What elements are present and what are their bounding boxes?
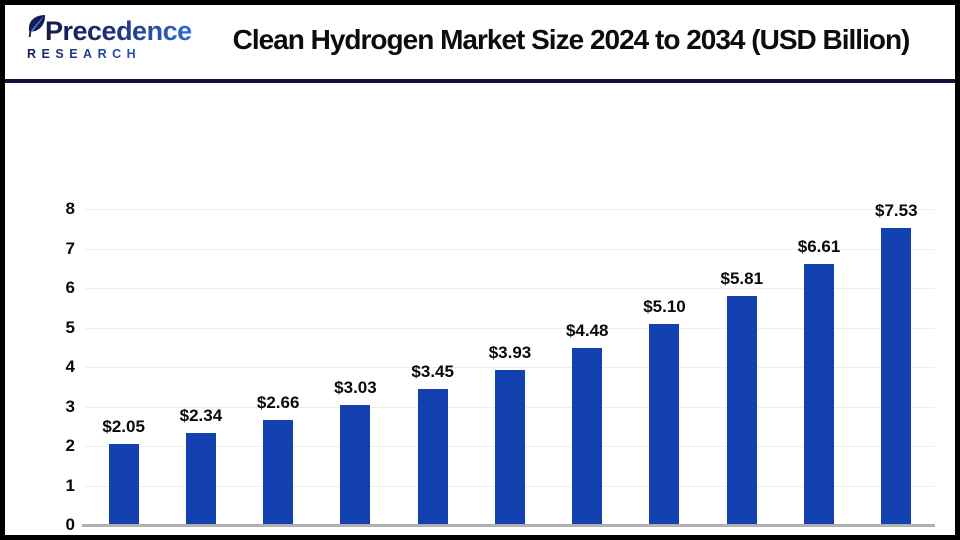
y-tick-label: 1 (65, 475, 75, 495)
bar-value-label: $2.34 (179, 405, 223, 425)
bar-column: $5.81 (703, 209, 780, 525)
bar-column: $3.45 (394, 209, 471, 525)
y-tick-label: 8 (65, 199, 75, 218)
y-tick-label: 4 (65, 357, 75, 376)
logo-wordmark: Precedence (45, 16, 192, 47)
gridline (85, 248, 935, 250)
precedence-research-logo: Precedence RESEARCH (26, 15, 194, 61)
bar-2033 (804, 263, 835, 525)
chart-area: 0 1 2 3 4 5 6 7 8 $2.05 $2.34 $2.66 $3.03 $3.45 $3.93… (0, 83, 960, 540)
bar-value-label: $2.05 (102, 417, 145, 437)
bar-2028 (417, 388, 448, 525)
bar-value-label: $3.45 (411, 361, 454, 381)
bar-2025 (185, 432, 216, 525)
bar-column: $2.34 (162, 209, 239, 525)
gridline (85, 288, 935, 289)
y-tick-label: 0 (65, 515, 75, 534)
bar-column: $2.66 (240, 209, 317, 525)
bar-2029 (494, 369, 525, 525)
bar-value-label: $2.66 (256, 392, 300, 412)
logo-subtitle: RESEARCH (27, 48, 194, 61)
bar-value-label: $5.10 (643, 296, 686, 316)
chart-title: Clean Hydrogen Market Size 2024 to 2034 … (232, 23, 911, 55)
y-tick-label: 3 (65, 396, 75, 416)
bars: $2.05 $2.34 $2.66 $3.03 $3.45 $3.93 $4.48 $5.10… (85, 201, 935, 525)
gridline (85, 209, 935, 210)
bar-value-label: $5.81 (720, 268, 764, 288)
bar-column: $6.61 (780, 209, 857, 525)
bar-value-label: $4.48 (565, 321, 609, 341)
bar-value-label: $7.53 (875, 200, 918, 220)
bar-column: $5.10 (626, 209, 703, 525)
bar-2032 (726, 295, 757, 525)
bar-2034 (881, 227, 912, 525)
bar-value-label: $6.61 (797, 236, 841, 256)
y-tick-label: 7 (65, 238, 75, 258)
bar-2026 (263, 419, 294, 525)
x-axis-line (82, 524, 935, 527)
y-axis-labels: 0 1 2 3 4 5 6 7 8 (30, 199, 75, 534)
header: Precedence RESEARCH Clean Hydrogen Marke… (0, 0, 960, 79)
plot-area: $2.05 $2.34 $2.66 $3.03 $3.45 $3.93 $4.48 $5.10… (82, 201, 935, 527)
header-divider (0, 79, 960, 83)
bar-column: $7.53 (858, 201, 935, 525)
bar-value-label: $3.03 (334, 378, 377, 398)
leaf-icon (28, 15, 46, 38)
gridline (85, 367, 935, 368)
bar-2031 (649, 323, 680, 525)
y-tick-label: 5 (65, 317, 75, 337)
bar-2027 (340, 405, 371, 525)
bar-2030 (572, 348, 603, 525)
bar-2024 (108, 444, 139, 525)
gridline (85, 327, 935, 329)
bar-column: $3.93 (471, 209, 548, 525)
bar-column: $2.05 (85, 209, 162, 525)
bar-value-label: $3.93 (488, 342, 532, 362)
logo-top-row: Precedence (26, 15, 194, 47)
y-tick-label: 6 (65, 278, 75, 297)
bar-column: $3.03 (317, 209, 394, 525)
bar-column: $4.48 (549, 209, 626, 525)
y-tick-label: 2 (65, 436, 75, 455)
